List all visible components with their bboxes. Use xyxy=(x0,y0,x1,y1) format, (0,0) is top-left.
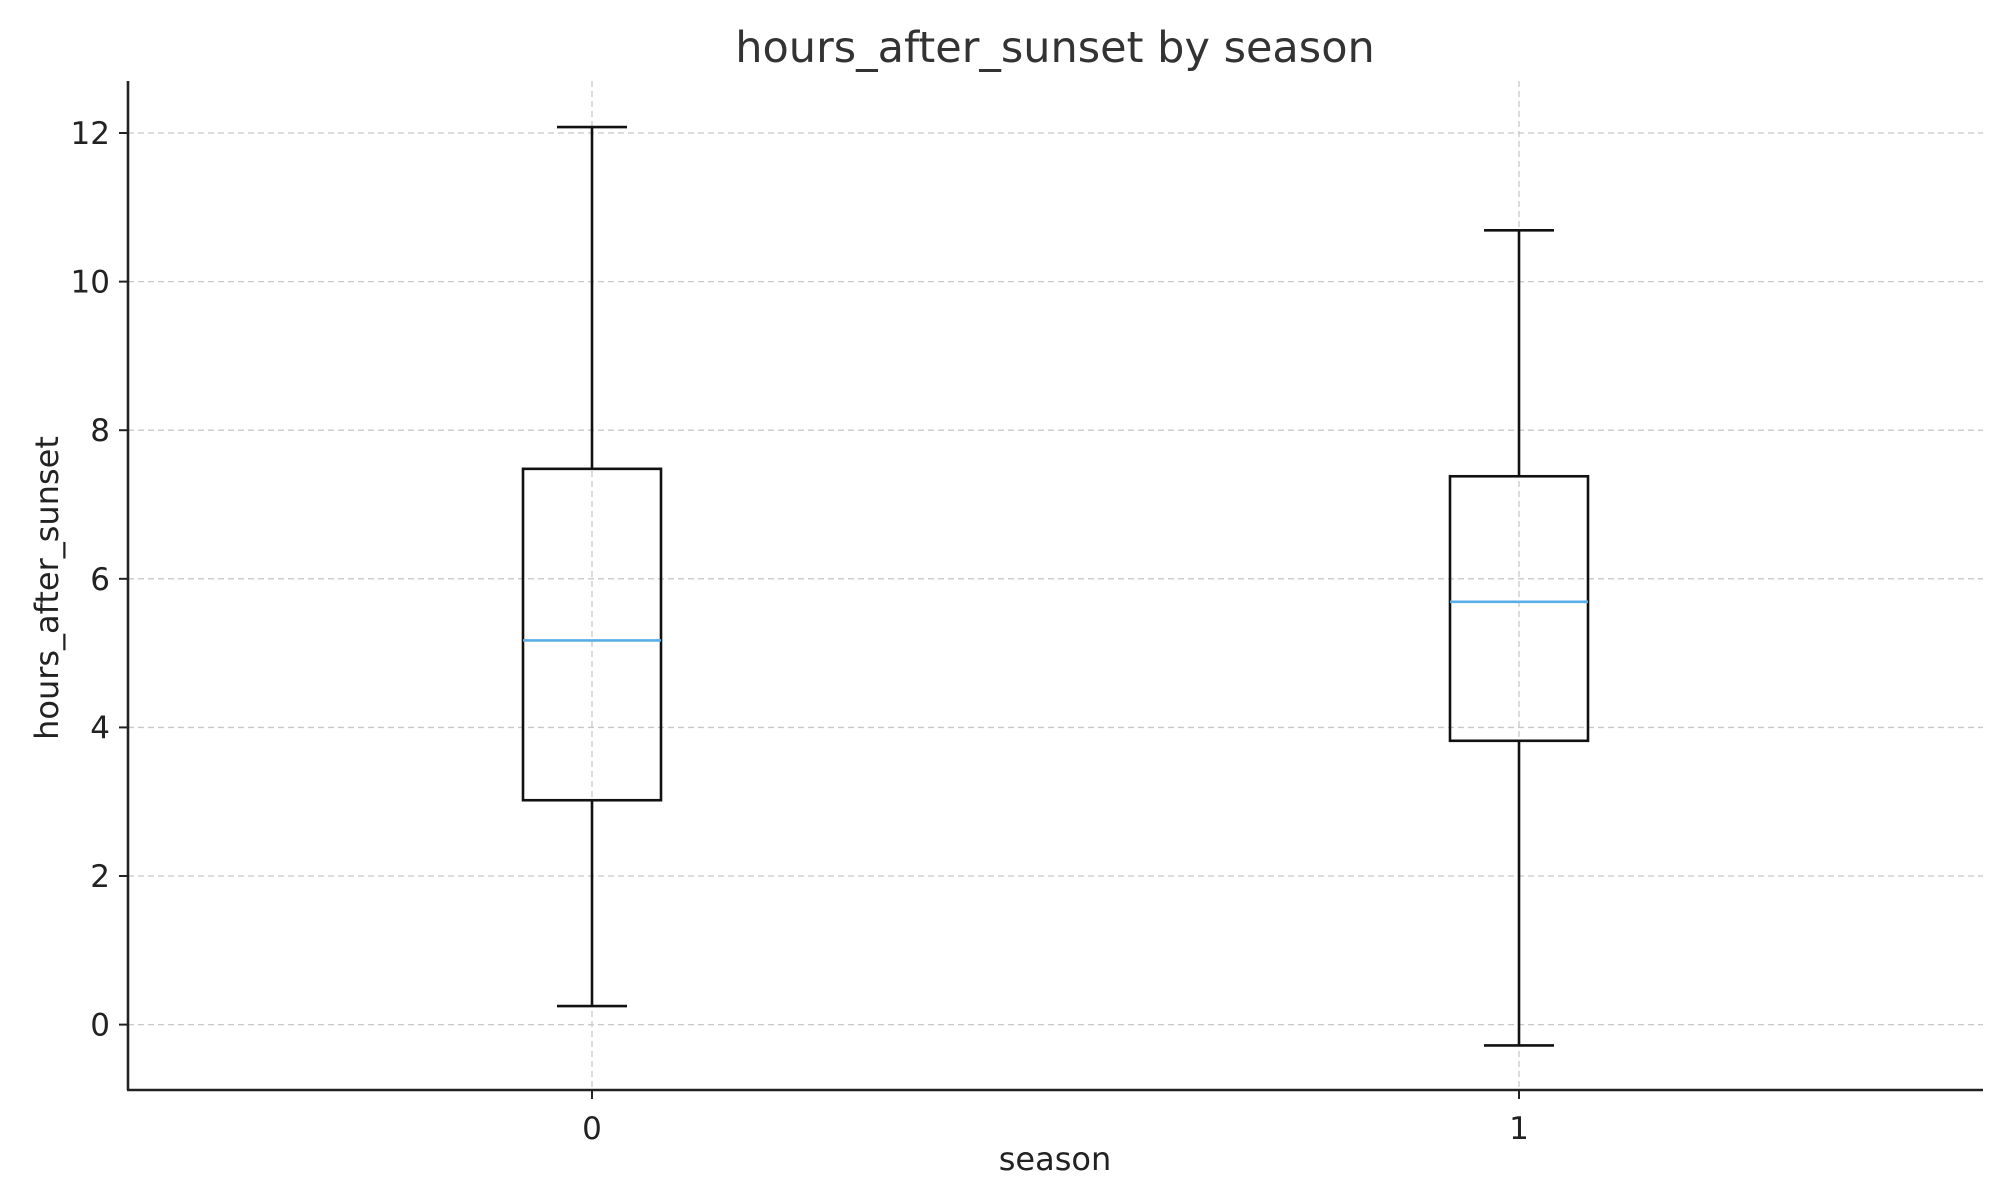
y-tick-label: 6 xyxy=(90,562,110,598)
y-tick-label: 8 xyxy=(90,413,110,449)
y-tick-label: 4 xyxy=(90,710,110,746)
boxes xyxy=(521,125,1590,1047)
box-group-1 xyxy=(1448,229,1590,1047)
y-tick-label: 10 xyxy=(71,265,110,301)
y-tick-label: 0 xyxy=(90,1008,110,1044)
x-tick-label: 0 xyxy=(582,1111,602,1147)
x-tick-label: 1 xyxy=(1509,1111,1529,1147)
ticks: 0 2 4 6 8 10 12 0 1 xyxy=(71,116,1529,1147)
chart-title: hours_after_sunset by season xyxy=(735,23,1375,73)
iqr-box xyxy=(1448,474,1590,743)
box-group-0 xyxy=(521,125,663,1008)
grid xyxy=(128,81,1983,1090)
axes xyxy=(126,81,1983,1092)
y-tick-label: 12 xyxy=(71,116,110,152)
y-axis-label: hours_after_sunset xyxy=(28,436,66,740)
iqr-box xyxy=(521,467,663,802)
x-axis-label: season xyxy=(999,1140,1112,1178)
y-tick-label: 2 xyxy=(90,859,110,895)
